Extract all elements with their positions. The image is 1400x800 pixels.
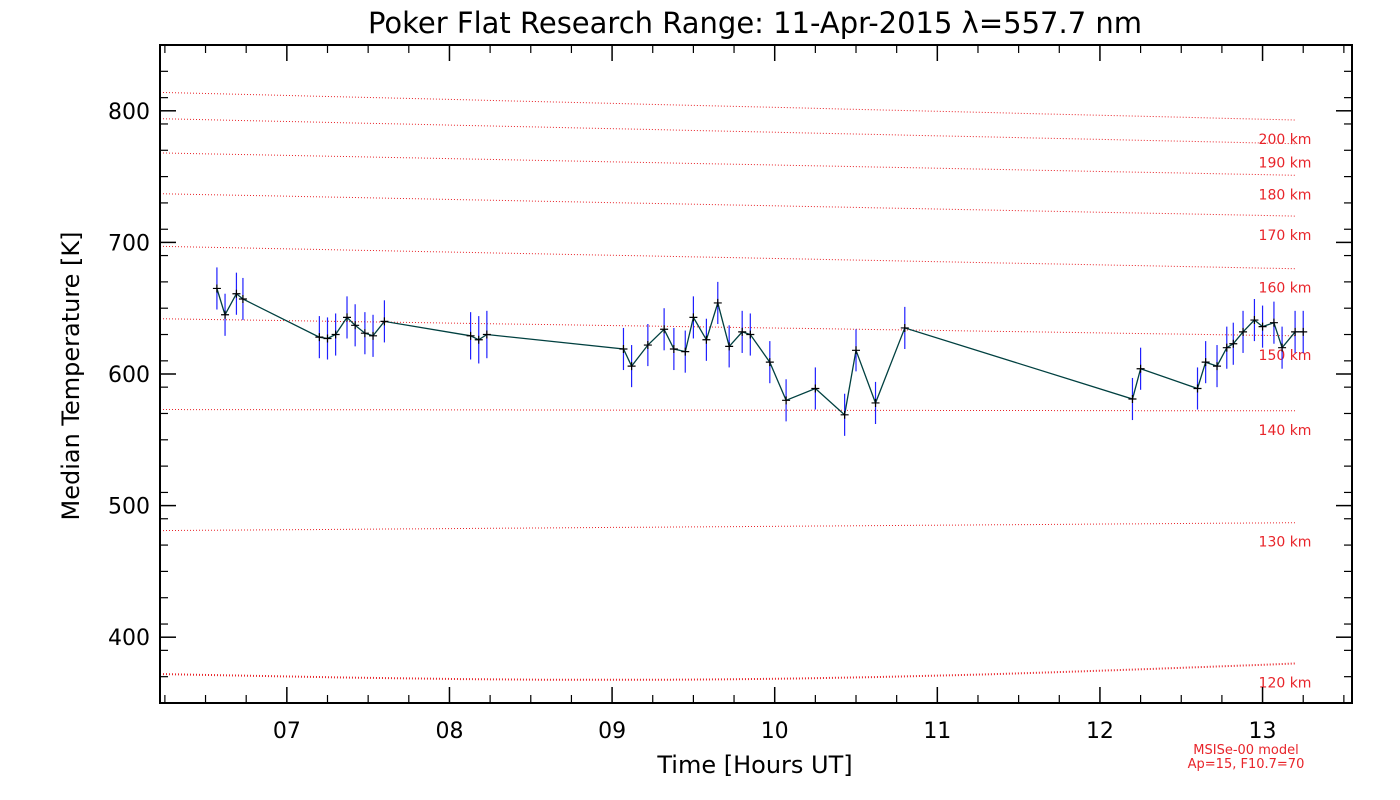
model-curve-170km [159,193,1296,217]
x-tick-label: 08 [435,719,463,744]
data-point [221,310,230,319]
model-label: 120 km [1259,676,1312,692]
y-axis-label: Median Temperature [K] [57,231,85,520]
data-point [369,331,378,340]
model-note: MSISe-00 model [1193,743,1298,758]
chart-title: Poker Flat Research Range: 11-Apr-2015 λ… [368,6,1142,40]
x-tick-label: 10 [761,719,789,744]
data-point [1201,358,1210,367]
x-tick-label: 11 [923,719,951,744]
data-point [1291,327,1300,336]
model-label: 130 km [1259,535,1312,551]
x-tick-label: 13 [1249,719,1277,744]
model-curve-140km [159,409,1296,412]
model-label: 200 km [1259,132,1312,148]
data-point [351,321,360,330]
data-point [1213,362,1222,371]
axes: 07 08 09 10 11 12 13 400 500 600 700 800 [108,44,1353,744]
data-point [466,331,475,340]
data-point [1269,318,1278,327]
data-point [331,330,340,339]
msis-model-layer: 120 km 130 km 140 km 150 km 160 km 170 km 180 … [159,91,1312,692]
y-tick-label: 700 [108,231,150,256]
data-point [323,334,332,343]
model-label: 190 km [1259,156,1312,172]
y-tick-label: 500 [108,495,150,520]
data-point [1136,364,1145,373]
x-tick-label: 09 [598,719,626,744]
data-point [232,289,241,298]
model-curve-130km [159,522,1296,532]
data-point [1278,343,1287,352]
model-label: 150 km [1259,348,1312,364]
data-point [738,327,747,336]
temperature-line [216,288,1304,417]
x-tick-label: 07 [273,719,301,744]
data-point [343,313,352,322]
x-tick-label: 12 [1086,719,1114,744]
data-point [474,335,483,344]
data-point [482,330,491,339]
data-point [689,313,698,322]
data-point [238,294,247,303]
data-point [1128,395,1137,404]
plot-frame [159,44,1353,704]
model-curve-190km [159,118,1296,145]
data-point [871,398,880,407]
x-axis-label: Time [Hours UT] [656,751,852,779]
data-point [1239,327,1248,336]
data-point [627,362,636,371]
data-point [1299,327,1308,336]
temperature-series [212,267,1308,436]
model-curve-200km [159,91,1296,121]
data-point [643,341,652,350]
model-curve-150km [159,318,1296,337]
data-point [900,323,909,332]
data-point [681,347,690,356]
data-point [669,344,678,353]
data-point [315,333,324,342]
y-tick-label: 400 [108,626,150,651]
data-point [713,298,722,307]
data-point [725,342,734,351]
data-point [660,325,669,334]
data-point [212,284,221,293]
model-label: 140 km [1259,423,1312,439]
model-label: 160 km [1259,281,1312,297]
data-point [1222,343,1231,352]
data-point [1193,384,1202,393]
data-point [1250,316,1259,325]
y-tick-label: 800 [108,100,150,125]
data-point [811,384,820,393]
data-point [1229,339,1238,348]
data-point [1258,322,1267,331]
model-curve-120km [159,662,1296,681]
y-tick-label: 600 [108,363,150,388]
model-label: 180 km [1259,187,1312,203]
data-point [765,358,774,367]
data-point [360,329,369,338]
data-point [619,344,628,353]
data-point [380,317,389,326]
data-point [852,346,861,355]
data-point [702,335,711,344]
data-point [782,396,791,405]
model-curve-180km [159,152,1296,176]
data-point [840,410,849,419]
model-curve-160km [159,245,1296,270]
model-params-note: Ap=15, F10.7=70 [1188,757,1305,772]
model-label: 170 km [1259,228,1312,244]
data-point [746,330,755,339]
